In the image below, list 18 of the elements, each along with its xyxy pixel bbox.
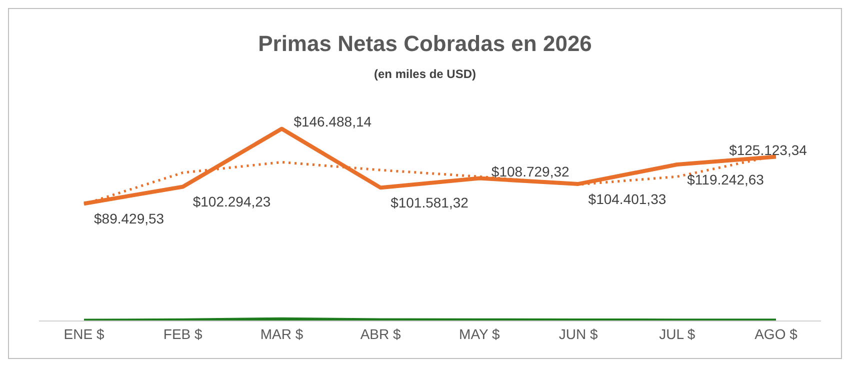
x-tick-label: MAR $ xyxy=(260,326,304,342)
x-tick-label: JUL $ xyxy=(659,326,696,342)
chart-subtitle: (en miles de USD) xyxy=(372,67,478,81)
data-label: $104.401,33 xyxy=(588,190,666,207)
x-tick-label: JUN $ xyxy=(558,326,598,342)
x-tick-label: ABR $ xyxy=(360,326,402,342)
data-label: $108.729,32 xyxy=(491,163,570,180)
x-tick-label: ENE $ xyxy=(64,326,104,342)
data-label: $102.294,23 xyxy=(192,194,271,210)
x-tick-label: AGO $ xyxy=(754,326,798,342)
data-label: $125.123,34 xyxy=(729,142,808,158)
data-label: $146.488,14 xyxy=(294,114,372,130)
data-label: $119.242,63 xyxy=(687,171,764,188)
data-label: $101.581,32 xyxy=(390,194,469,211)
chart-title: Primas Netas Cobradas en 2026 xyxy=(257,31,593,57)
x-tick-label: FEB $ xyxy=(163,326,203,342)
data-label: $89.429,53 xyxy=(94,210,164,227)
x-tick-label: MAY $ xyxy=(459,326,500,342)
